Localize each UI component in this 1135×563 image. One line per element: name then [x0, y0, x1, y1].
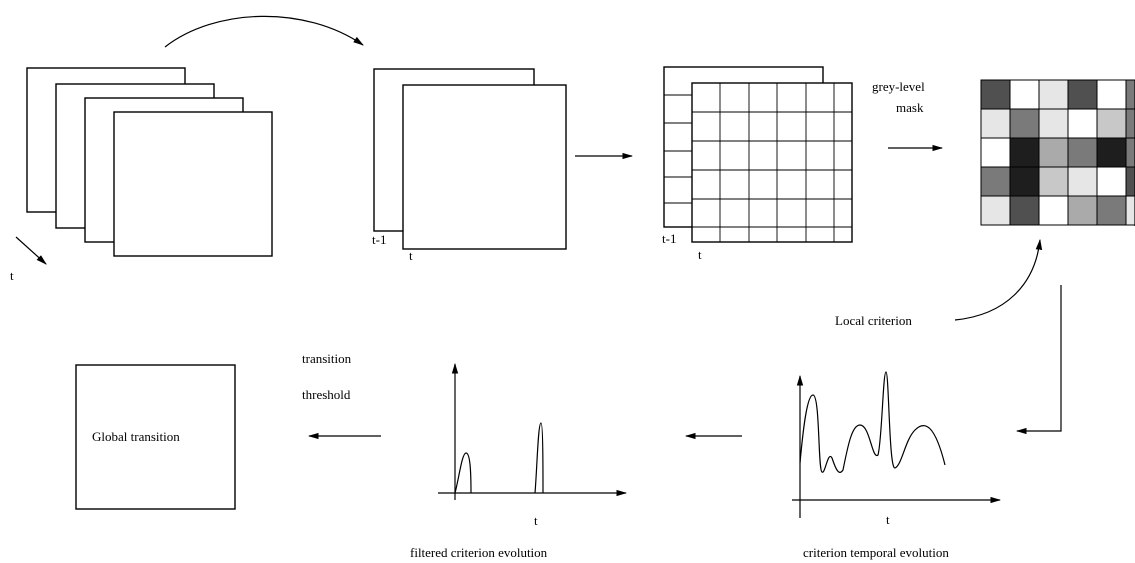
mask-cell	[1038, 108, 1069, 139]
local-criterion-arrow	[954, 238, 1043, 321]
frame-pair-curr-label: t	[409, 248, 413, 263]
mask-cell	[1038, 79, 1069, 110]
mask-cell	[1125, 79, 1135, 110]
frame-t	[402, 84, 567, 250]
mask-label-line2: mask	[896, 100, 924, 115]
mask-cell	[1009, 108, 1040, 139]
local-criterion-label: Local criterion	[835, 313, 912, 328]
mask-cell	[1096, 79, 1127, 110]
block-grid-curr-label: t	[698, 247, 702, 262]
frame-stack	[26, 67, 273, 257]
block-grid-prev-label: t-1	[662, 231, 676, 246]
temporal-curve	[799, 371, 946, 473]
mask-cell	[1125, 137, 1135, 168]
mask-cell	[1125, 166, 1135, 197]
global-transition-label: Global transition	[92, 429, 180, 444]
mask-cell	[1125, 195, 1135, 226]
threshold-label-line2: threshold	[302, 387, 351, 402]
elbow-arrow	[1015, 285, 1062, 435]
mask-label-line1: grey-level	[872, 79, 925, 94]
mask-cell	[1038, 137, 1069, 168]
mask-cell	[1096, 166, 1127, 197]
mask-cell	[1096, 137, 1127, 168]
mask-cell	[1067, 137, 1098, 168]
mask-cell	[1067, 108, 1098, 139]
filtered-peak-1	[454, 452, 472, 494]
frame-pair-prev-label: t-1	[372, 232, 386, 247]
global-transition-box	[75, 364, 236, 510]
temporal-caption: criterion temporal evolution	[803, 545, 949, 560]
mask-cell	[980, 195, 1011, 226]
mask-cell	[980, 79, 1011, 110]
mask-cell	[1067, 166, 1098, 197]
curved-arrow-top	[164, 15, 364, 48]
filtered-caption: filtered criterion evolution	[410, 545, 548, 560]
filtered-x-label: t	[534, 513, 538, 528]
grey-level-mask	[980, 79, 1135, 226]
frame-4	[113, 111, 273, 257]
mask-cell	[1038, 195, 1069, 226]
mask-cell	[1038, 166, 1069, 197]
block-grid	[663, 66, 853, 243]
threshold-label-line1: transition	[302, 351, 352, 366]
filtered-evolution-plot: t	[438, 362, 628, 528]
mask-cell	[980, 108, 1011, 139]
mask-cell	[1067, 195, 1098, 226]
temporal-x-label: t	[886, 512, 890, 527]
mask-cell	[1125, 108, 1135, 139]
mask-cell	[1067, 79, 1098, 110]
time-label: t	[10, 268, 14, 283]
mask-cell	[1009, 137, 1040, 168]
mask-cell	[1096, 195, 1127, 226]
filtered-peak-2	[534, 422, 544, 494]
temporal-evolution-plot: t	[792, 371, 1002, 527]
mask-cell	[1009, 195, 1040, 226]
mask-cell	[1009, 79, 1040, 110]
mask-cell	[1096, 108, 1127, 139]
mask-cell	[1009, 166, 1040, 197]
mask-cell	[980, 166, 1011, 197]
frame-pair	[373, 68, 567, 250]
block-frame-t	[691, 82, 853, 243]
mask-cell	[980, 137, 1011, 168]
time-arrow	[15, 236, 47, 265]
